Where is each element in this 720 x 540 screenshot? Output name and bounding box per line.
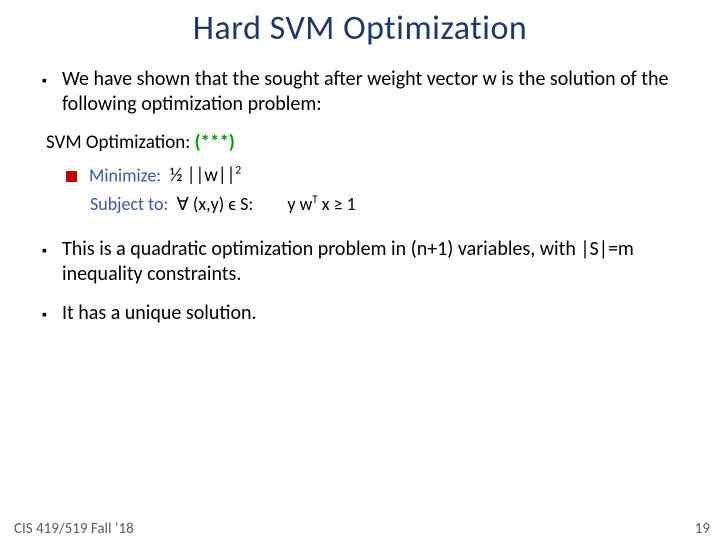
subject-constraint: y wT x ≥ 1 (287, 193, 355, 215)
minimize-line: Minimize: ½ ||w||2 (66, 164, 678, 187)
subject-quantifier: ∀ (x,y) ϵ S: (172, 193, 253, 215)
svm-stars: (***) (195, 131, 235, 154)
subject-to-line: Subject to: ∀ (x,y) ϵ S: y wT x ≥ 1 (90, 193, 678, 215)
svm-optimization-label: SVM Optimization: (46, 131, 190, 154)
bullet-text: It has a unique solution. (62, 301, 257, 326)
minimize-label: Minimize: (89, 164, 161, 186)
bullet-square-icon: ▪ (42, 306, 62, 324)
slide: Hard SVM Optimization ▪ We have shown th… (0, 8, 720, 540)
bullet-item-1: ▪ We have shown that the sought after we… (42, 67, 678, 117)
sub-bullet-square-icon (66, 171, 77, 182)
subject-label: Subject to: (90, 193, 168, 215)
bullet-item-3: ▪ It has a unique solution. (42, 301, 678, 326)
footer-course: CIS 419/519 Fall ’18 (14, 520, 134, 538)
bullet-item-2: ▪ This is a quadratic optimization probl… (42, 237, 678, 287)
bullet-square-icon: ▪ (42, 242, 62, 260)
svm-optimization-line: SVM Optimization: (***) (46, 131, 678, 154)
footer-page-number: 19 (695, 520, 710, 538)
slide-title: Hard SVM Optimization (0, 8, 720, 49)
bullet-text: We have shown that the sought after weig… (62, 67, 678, 117)
slide-body: ▪ We have shown that the sought after we… (0, 49, 720, 326)
bullet-square-icon: ▪ (42, 72, 62, 90)
minimize-expr: ½ ||w||2 (165, 164, 241, 187)
bullet-text: This is a quadratic optimization problem… (62, 237, 678, 287)
